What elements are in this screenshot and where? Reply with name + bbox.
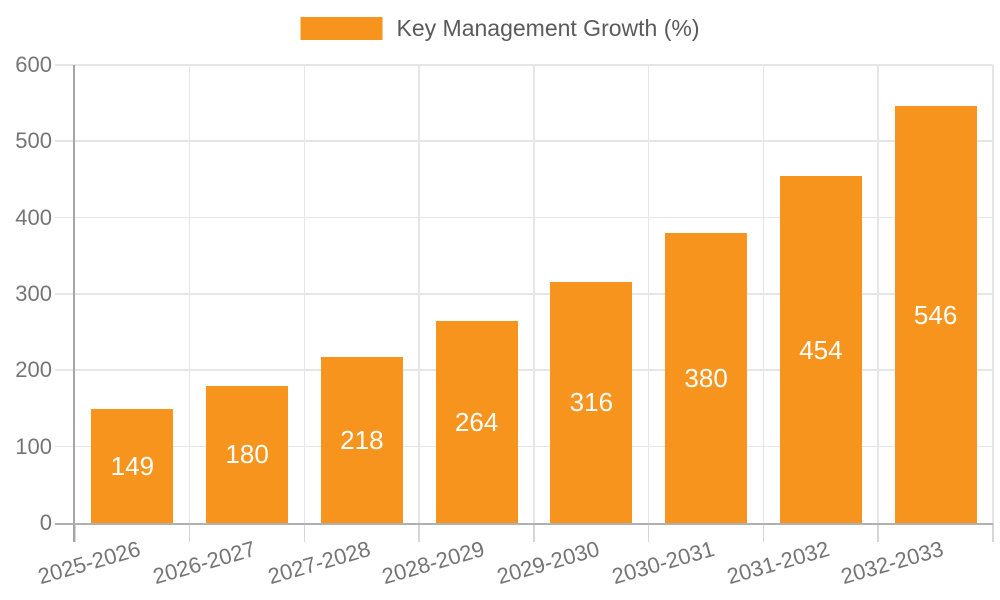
y-tick-label: 200 (15, 357, 52, 383)
bar-value-label: 180 (225, 439, 269, 470)
gridline-horizontal (55, 64, 993, 66)
bar (550, 281, 633, 523)
gridline-vertical (533, 65, 535, 523)
gridline-vertical (992, 65, 994, 523)
bar-value-label: 149 (110, 451, 155, 482)
bar (779, 176, 862, 523)
y-tick-label: 0 (39, 510, 52, 535)
bar (435, 321, 518, 523)
gridline-horizontal (55, 216, 993, 219)
x-tick-label: 2029-2030 (494, 536, 603, 590)
legend-swatch (300, 16, 383, 40)
bar-value-label: 546 (913, 299, 958, 330)
gridline-vertical (647, 65, 650, 523)
y-axis-line (73, 65, 75, 542)
gridline-vertical (762, 65, 764, 523)
gridline-vertical (303, 65, 305, 523)
bar (206, 385, 289, 523)
x-axis-tick (762, 523, 764, 542)
x-axis-tick (533, 523, 535, 542)
bar (91, 409, 174, 523)
x-axis-tick (188, 523, 191, 542)
legend-label: Key Management Growth (%) (396, 15, 700, 41)
bar (894, 106, 977, 523)
x-axis-tick (418, 523, 420, 542)
gridline-horizontal (55, 140, 993, 142)
y-tick-label: 100 (15, 433, 52, 459)
x-axis-tick (647, 523, 650, 542)
bar-value-label: 454 (799, 334, 843, 365)
bar-value-label: 264 (454, 407, 499, 438)
x-axis-tick (992, 523, 994, 542)
x-tick-label: 2027-2028 (264, 536, 373, 590)
x-axis-tick (303, 523, 305, 542)
bar-value-label: 218 (340, 424, 384, 455)
y-tick-label: 500 (15, 128, 52, 154)
x-tick-label: 2030-2031 (608, 536, 718, 590)
y-tick-label: 300 (15, 281, 52, 306)
x-tick-label: 2025-2026 (35, 536, 144, 590)
bar (665, 232, 748, 523)
gridline-horizontal (55, 293, 993, 295)
x-tick-label: 2031-2032 (723, 536, 832, 590)
x-axis-line (55, 523, 993, 525)
gridline-vertical (877, 65, 879, 523)
x-tick-label: 2032-2033 (838, 536, 947, 590)
bar-value-label: 380 (684, 362, 728, 393)
gridline-vertical (418, 65, 420, 523)
legend-item[interactable]: Key Management Growth (%) (300, 14, 700, 42)
gridline-horizontal (55, 369, 993, 371)
gridline-horizontal (55, 445, 993, 448)
x-axis-tick (877, 523, 879, 542)
gridline-vertical (188, 65, 191, 523)
bar (320, 356, 403, 523)
y-tick-label: 400 (15, 204, 52, 230)
y-tick-label: 600 (15, 52, 52, 77)
x-tick-label: 2028-2029 (379, 536, 488, 590)
x-tick-label: 2026-2027 (149, 536, 259, 590)
bar-value-label: 316 (569, 387, 614, 418)
